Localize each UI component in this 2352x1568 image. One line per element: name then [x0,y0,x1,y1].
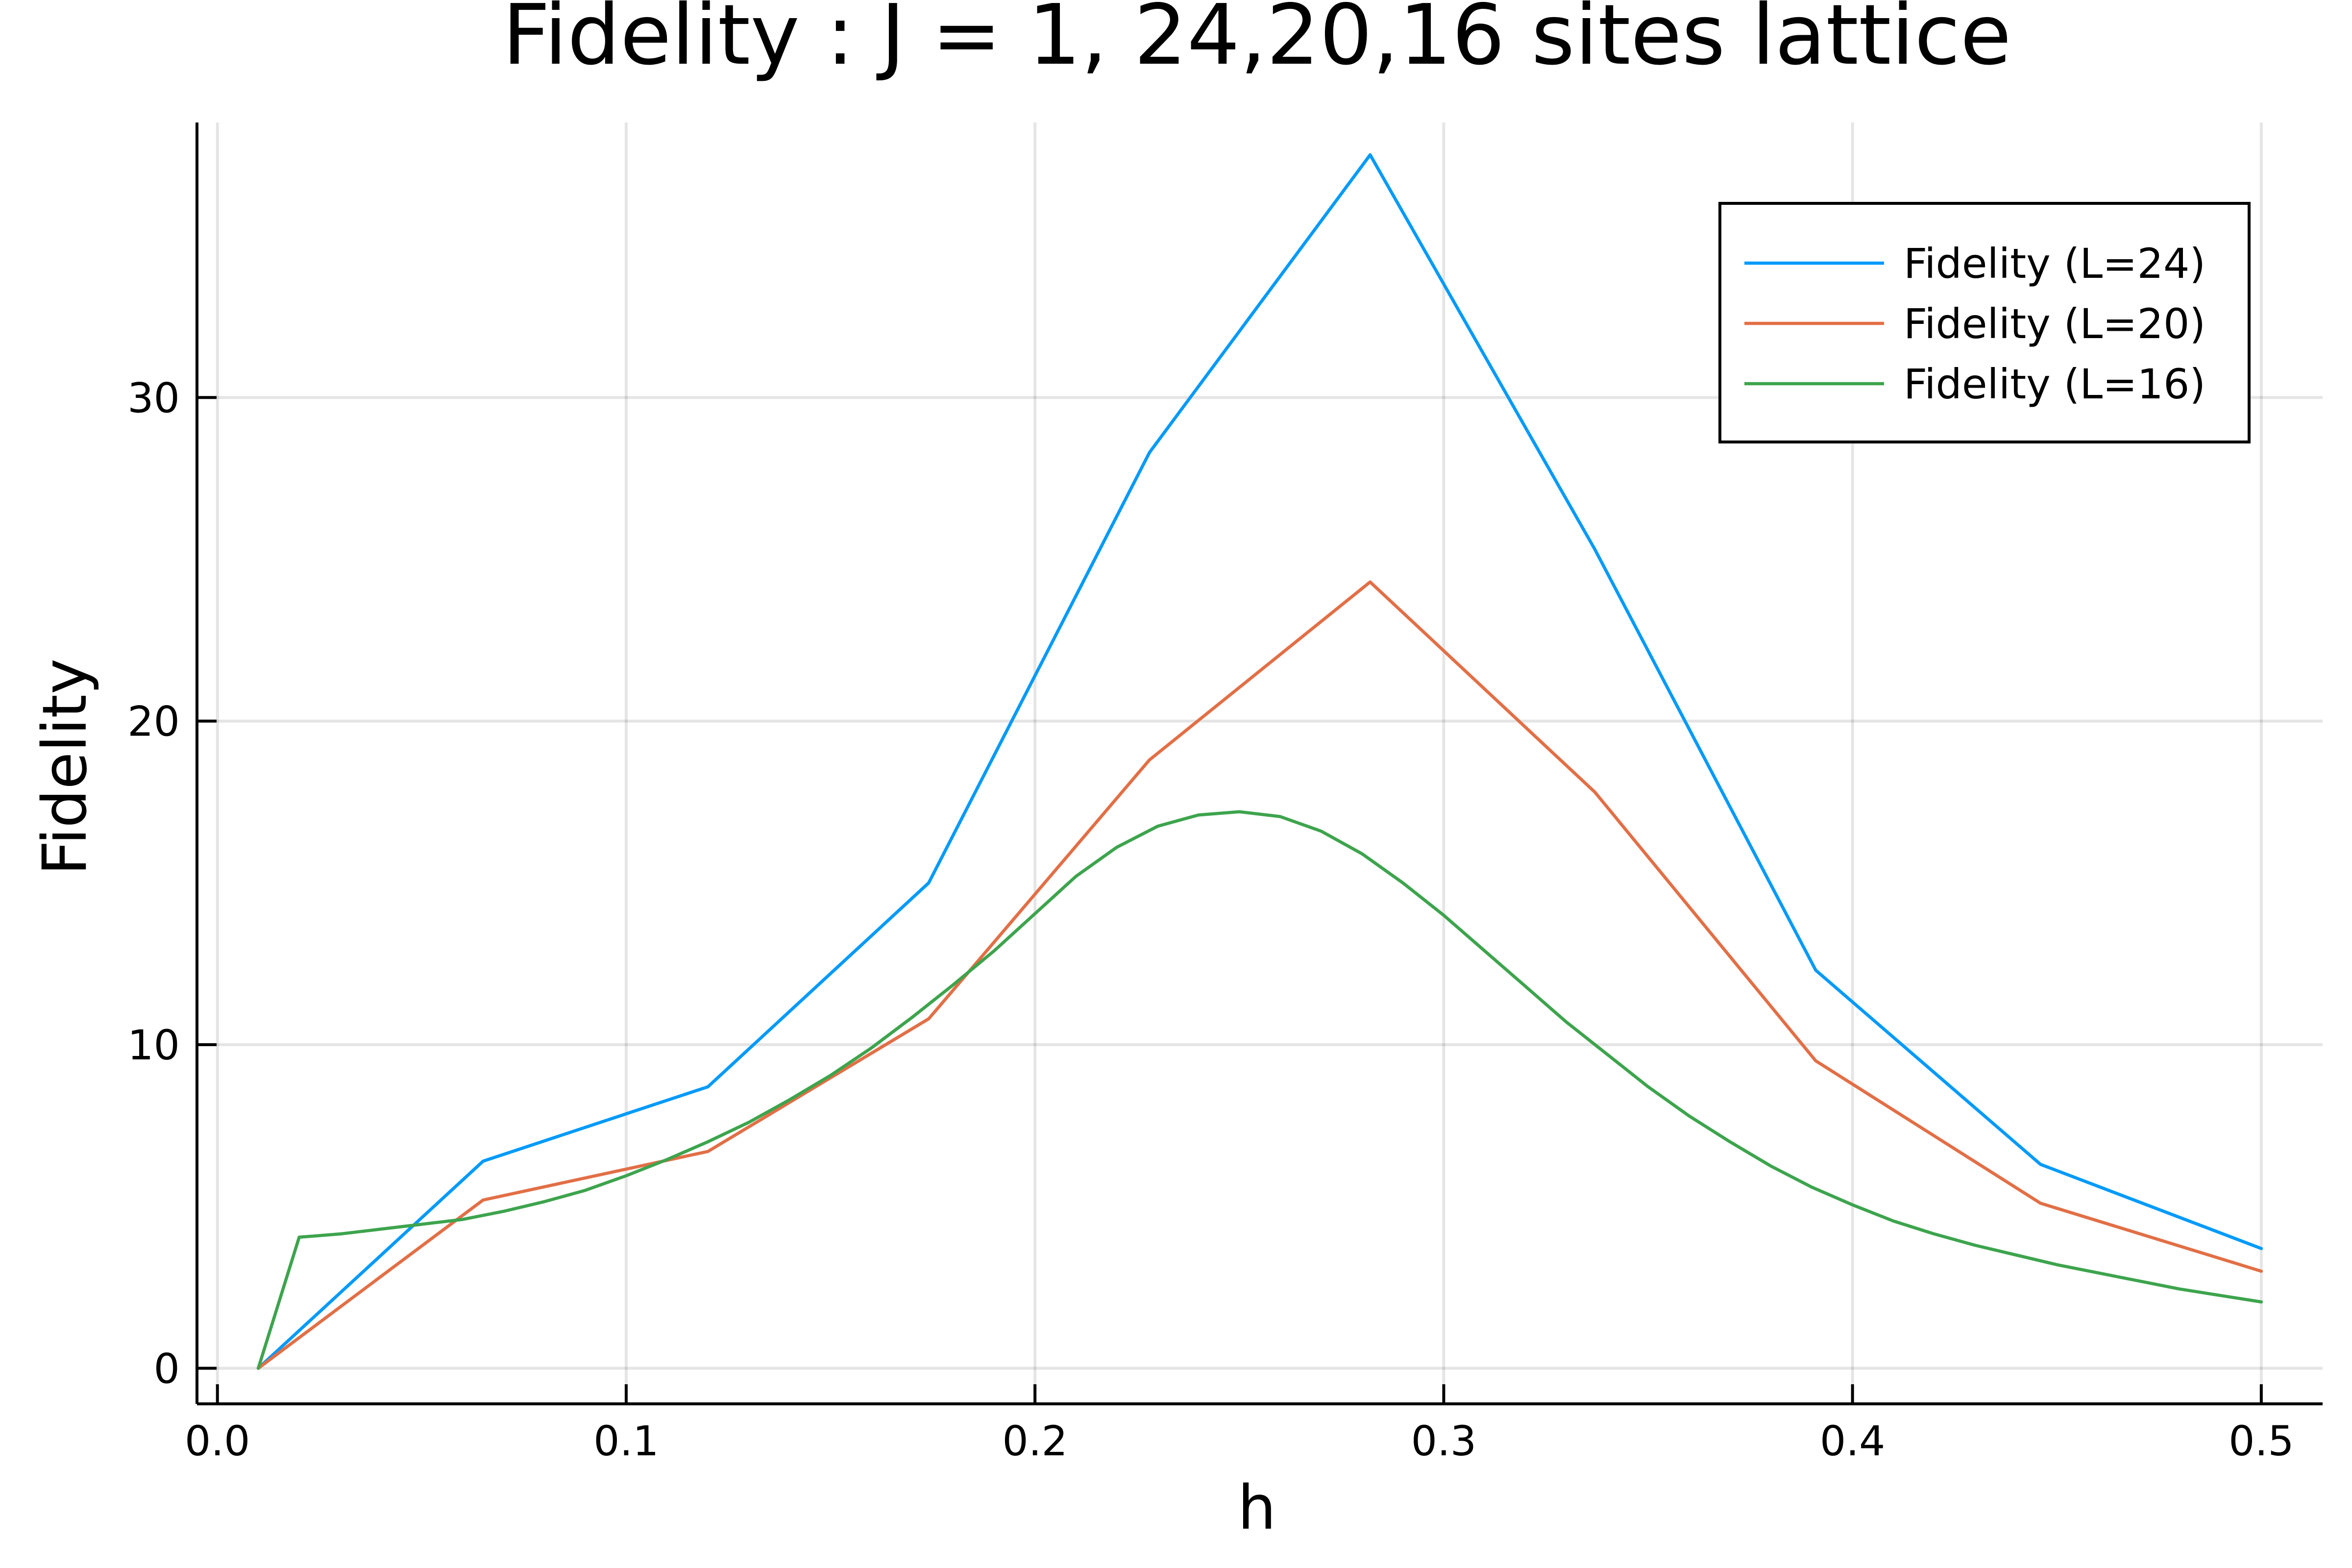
y-tick-label: 30 [127,374,180,422]
series-line-1 [256,153,2263,1370]
legend: Fidelity (L=24) Fidelity (L=20) Fidelity (… [1718,202,2251,443]
x-axis-ticks: 0.0 0.1 0.2 0.3 0.4 0.5 [185,1384,2294,1465]
series-lines [256,153,2263,1370]
x-tick-label: 0.5 [2229,1417,2294,1465]
x-tick-label: 0.4 [1820,1417,1886,1465]
x-axis-label: h [1238,1473,1276,1544]
x-tick-label: 0.2 [1002,1417,1068,1465]
y-axis-label: Fidelity [30,659,100,876]
series-line-3 [256,810,2263,1370]
y-tick-label: 0 [154,1345,180,1393]
axes [196,122,2323,1405]
y-axis-ticks: 0 10 20 30 [127,374,217,1393]
x-tick-label: 0.0 [185,1417,250,1465]
x-tick-label: 0.3 [1411,1417,1477,1465]
legend-label-1: Fidelity (L=24) [1904,240,2205,288]
legend-label-3: Fidelity (L=16) [1904,360,2205,408]
series-line-2 [256,580,2263,1370]
y-tick-label: 10 [127,1021,180,1069]
x-tick-label: 0.1 [593,1417,659,1465]
chart-title: Fidelity : J = 1, 24,20,16 sites lattice [502,0,2011,84]
legend-label-2: Fidelity (L=20) [1904,300,2205,348]
y-tick-label: 20 [127,698,180,746]
